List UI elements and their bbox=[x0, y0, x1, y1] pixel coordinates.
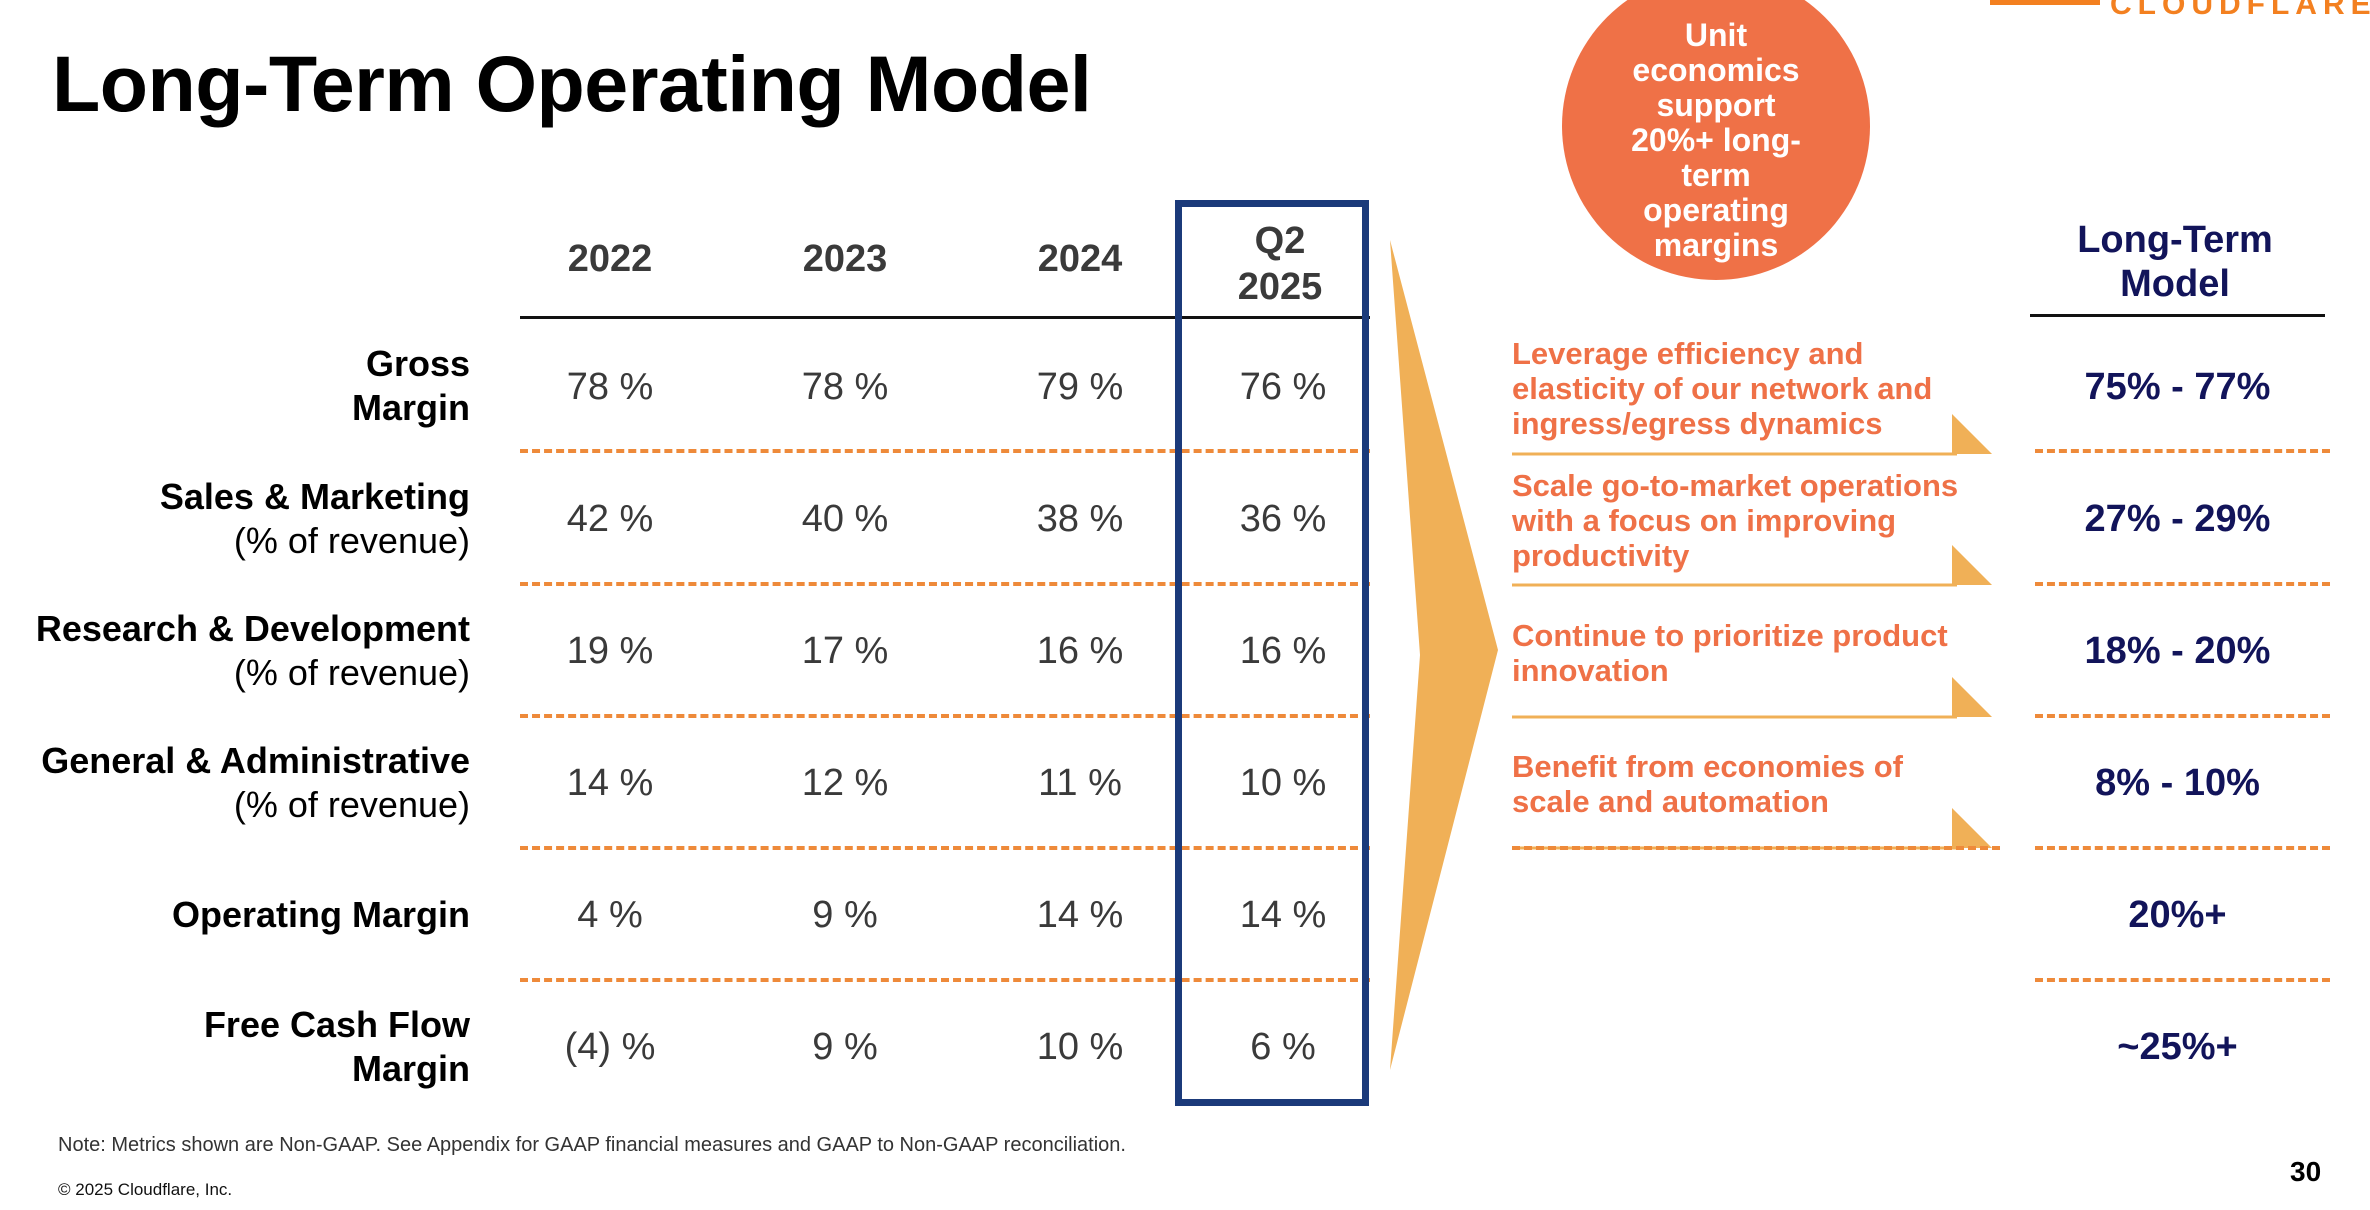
logo-mark bbox=[1990, 0, 2100, 5]
table-cell: 17 % bbox=[801, 630, 889, 672]
footnote: Note: Metrics shown are Non-GAAP. See Ap… bbox=[58, 1134, 1126, 1156]
table-cell: 6 % bbox=[1250, 1026, 1316, 1068]
table-cell: 9 % bbox=[812, 894, 878, 936]
table-cell: 14 % bbox=[1036, 894, 1124, 936]
driver-arrow-icon bbox=[1512, 414, 1992, 456]
table-cell: 16 % bbox=[1239, 630, 1327, 672]
long-term-header-rule bbox=[2030, 314, 2325, 317]
table-cell: 11 % bbox=[1038, 762, 1122, 804]
table-cell: 10 % bbox=[1036, 1026, 1124, 1068]
table-cell: 14 % bbox=[566, 762, 654, 804]
table-cell: (4) % bbox=[564, 1026, 656, 1068]
driver-gross-margin: Leverage efficiency and elasticity of ou… bbox=[1512, 336, 1933, 441]
table-cell: 78 % bbox=[566, 366, 654, 408]
long-term-target: ~25%+ bbox=[2117, 1026, 2238, 1068]
row-divider bbox=[520, 449, 1370, 453]
page-title: Long-Term Operating Model bbox=[52, 39, 1092, 128]
table-cell: 16 % bbox=[1036, 630, 1124, 672]
table-cell: 38 % bbox=[1036, 498, 1124, 540]
row-label-free-cash-flow-margin: Free Cash Flow Margin bbox=[203, 1004, 470, 1089]
table-cell: 4 % bbox=[577, 894, 643, 936]
row-divider bbox=[520, 846, 1370, 850]
table-cell: 12 % bbox=[801, 762, 889, 804]
long-term-target: 20%+ bbox=[2128, 894, 2227, 936]
callout-bubble: Unit economics support 20%+ long-term op… bbox=[1562, 0, 1870, 280]
long-term-model-header: Long-Term Model bbox=[2077, 219, 2273, 305]
q2-2025-highlight-box bbox=[1175, 200, 1369, 1106]
column-header-q2-2025: Q2 2025 bbox=[1237, 220, 1323, 308]
row-label-sales-marketing: Sales & Marketing (% of revenue) bbox=[159, 476, 470, 561]
table-cell: 78 % bbox=[801, 366, 889, 408]
column-header-2024: 2024 bbox=[1037, 238, 1123, 280]
table-cell: 19 % bbox=[566, 630, 654, 672]
driver-arrow-icon bbox=[1512, 545, 1992, 587]
header-rule bbox=[520, 316, 1370, 319]
row-divider bbox=[1512, 846, 2000, 850]
chevron-arrow-icon bbox=[1390, 240, 1498, 1070]
callout-text: Unit economics support 20%+ long-term op… bbox=[1631, 16, 1801, 263]
driver-arrow-icon bbox=[1512, 677, 1992, 719]
page-number: 30 bbox=[2290, 1156, 2322, 1187]
driver-general-administrative: Benefit from economies of scale and auto… bbox=[1512, 749, 1903, 819]
cloudflare-logo: CLOUDFLARE bbox=[2110, 0, 2370, 21]
row-divider bbox=[2035, 978, 2330, 982]
table-cell: 76 % bbox=[1239, 366, 1327, 408]
row-divider bbox=[2035, 449, 2330, 453]
row-divider bbox=[2035, 582, 2330, 586]
table-cell: 79 % bbox=[1036, 366, 1124, 408]
column-header-2023: 2023 bbox=[802, 238, 888, 280]
row-divider bbox=[520, 714, 1370, 718]
row-label-research-development: Research & Development (% of revenue) bbox=[35, 608, 470, 693]
long-term-target: 18% - 20% bbox=[2084, 630, 2271, 672]
row-divider bbox=[520, 582, 1370, 586]
row-label-operating-margin: Operating Margin bbox=[171, 894, 470, 935]
table-cell: 40 % bbox=[801, 498, 889, 540]
driver-sales-marketing: Scale go-to-market operations with a foc… bbox=[1512, 468, 1959, 573]
table-cell: 14 % bbox=[1239, 894, 1327, 936]
table-cell: 42 % bbox=[566, 498, 654, 540]
long-term-target: 8% - 10% bbox=[2095, 762, 2260, 804]
row-divider bbox=[520, 978, 1370, 982]
row-label-gross-margin: Gross Margin bbox=[351, 343, 470, 428]
copyright: © 2025 Cloudflare, Inc. bbox=[58, 1180, 233, 1199]
row-label-general-administrative: General & Administrative (% of revenue) bbox=[41, 740, 470, 825]
table-cell: 9 % bbox=[812, 1026, 878, 1068]
table-cell: 36 % bbox=[1239, 498, 1327, 540]
row-divider bbox=[2035, 846, 2330, 850]
driver-research-development: Continue to prioritize product innovatio… bbox=[1512, 618, 1948, 688]
table-cell: 10 % bbox=[1239, 762, 1327, 804]
column-header-2022: 2022 bbox=[567, 238, 653, 280]
row-divider bbox=[2035, 714, 2330, 718]
long-term-target: 75% - 77% bbox=[2084, 366, 2271, 408]
long-term-target: 27% - 29% bbox=[2084, 498, 2271, 540]
